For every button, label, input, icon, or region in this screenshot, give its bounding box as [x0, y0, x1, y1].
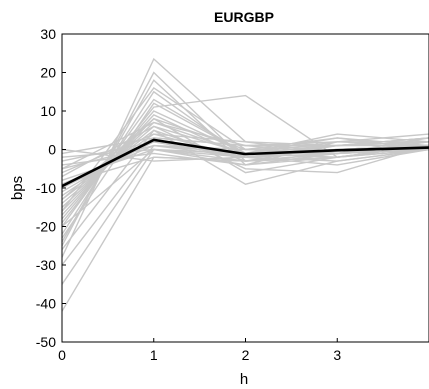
y-tick-label: -10 — [36, 180, 56, 196]
path-line-34 — [61, 121, 429, 170]
x-axis-label: h — [240, 371, 248, 388]
y-tick-label: -30 — [36, 257, 56, 273]
path-line-29 — [61, 144, 429, 266]
y-tick-label: -20 — [36, 219, 56, 235]
y-tick-label: 20 — [40, 65, 56, 81]
background-paths — [61, 57, 429, 312]
path-line-31 — [61, 86, 429, 212]
path-line-5 — [61, 90, 429, 235]
path-line-32 — [61, 117, 429, 201]
y-axis-ticks: 30 20 10 0 -10 -20 -30 -40 -50 — [36, 26, 66, 350]
mean-line — [61, 138, 429, 188]
path-line-33 — [61, 141, 429, 185]
x-tick-label: 0 — [58, 347, 66, 363]
path-line-6 — [61, 98, 429, 227]
y-tick-label: 0 — [48, 142, 56, 158]
mean-series — [61, 138, 429, 188]
path-line-1 — [61, 148, 429, 285]
chart-title: EURGBP — [214, 9, 274, 25]
path-line-0 — [61, 144, 429, 312]
path-line-27 — [61, 148, 429, 228]
y-tick-label: -50 — [36, 334, 56, 350]
plot-frame — [61, 33, 429, 343]
y-tick-label: 10 — [40, 103, 56, 119]
x-tick-label: 3 — [333, 347, 341, 363]
y-axis-label: bps — [9, 176, 26, 200]
x-tick-label: 2 — [242, 347, 250, 363]
x-tick-label: 1 — [150, 347, 158, 363]
y-tick-label: 30 — [40, 26, 56, 42]
x-axis-ticks: 0 1 2 3 — [58, 338, 341, 363]
y-tick-label: -40 — [36, 296, 56, 312]
